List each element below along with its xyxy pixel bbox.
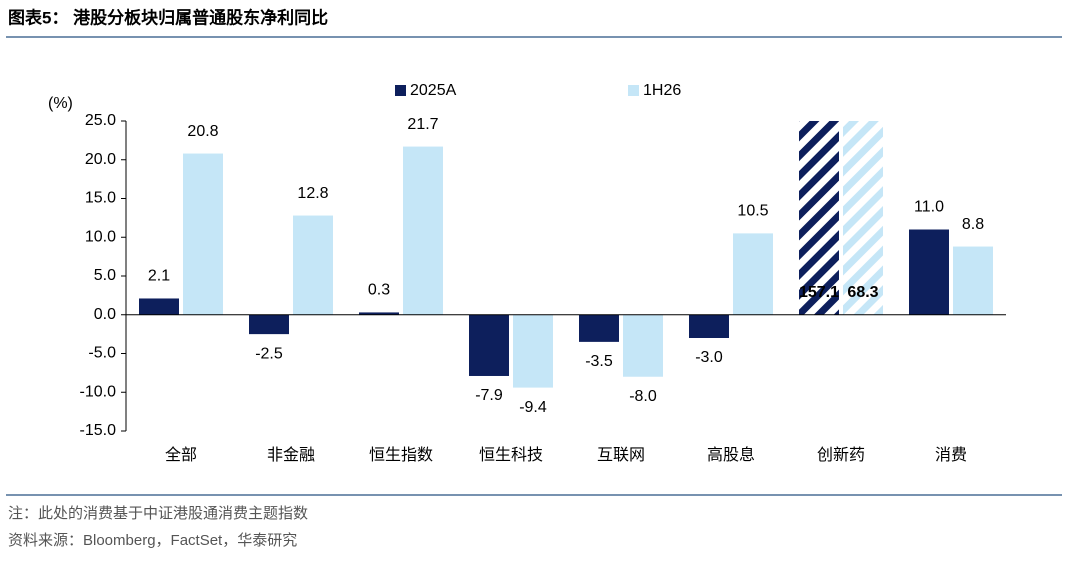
data-label: 11.0 (914, 199, 944, 216)
bar (733, 233, 773, 315)
data-label: -7.9 (475, 387, 503, 404)
bar (469, 314, 509, 376)
y-tick-label: 15.0 (85, 190, 116, 207)
legend-label: 1H26 (643, 82, 681, 99)
chart-title: 图表5： 港股分板块归属普通股东净利同比 (8, 7, 328, 27)
bar (689, 314, 729, 338)
data-label: -8.0 (629, 388, 657, 405)
legend-swatch (628, 85, 639, 96)
y-tick-label: -15.0 (80, 422, 117, 439)
y-tick-label: -5.0 (88, 345, 116, 362)
bar (293, 215, 333, 315)
y-tick-label: 0.0 (94, 306, 116, 323)
y-tick-label: 20.0 (85, 151, 116, 168)
y-tick-label: 10.0 (85, 228, 116, 245)
bar (909, 229, 949, 315)
data-label: 8.8 (962, 216, 984, 233)
x-tick-label: 高股息 (707, 446, 755, 464)
data-label: 20.8 (187, 123, 218, 140)
data-label: -9.4 (519, 399, 547, 416)
x-tick-label: 创新药 (817, 446, 865, 464)
data-label: 157.1 (799, 284, 839, 301)
x-tick-label: 互联网 (597, 446, 645, 464)
source: 资料来源：Bloomberg，FactSet，华泰研究 (8, 532, 297, 549)
y-tick-label: -10.0 (80, 383, 117, 400)
note: 注：此处的消费基于中证港股通消费主题指数 (8, 505, 308, 522)
bar (953, 246, 993, 315)
y-tick-label: 5.0 (94, 267, 116, 284)
x-tick-label: 恒生科技 (479, 446, 543, 464)
legend-label: 2025A (410, 82, 457, 99)
bar (183, 153, 223, 315)
bar (249, 314, 289, 335)
bar (513, 314, 553, 388)
data-label: 0.3 (368, 282, 390, 299)
legend-swatch (395, 85, 406, 96)
plot-area (139, 121, 993, 388)
x-tick-label: 非金融 (267, 446, 315, 464)
y-axis-label: (%) (48, 95, 73, 112)
bar (623, 314, 663, 377)
bar (579, 314, 619, 342)
data-label: 21.7 (407, 116, 438, 133)
data-label: 2.1 (148, 268, 170, 285)
x-tick-label: 恒生指数 (369, 446, 433, 464)
data-label: -3.5 (585, 353, 613, 370)
x-tick-label: 全部 (165, 446, 197, 464)
data-label: -2.5 (255, 345, 283, 362)
bar (359, 312, 399, 315)
x-tick-label: 消费 (935, 446, 967, 464)
data-label: 10.5 (737, 203, 768, 220)
bar (843, 121, 883, 315)
data-label: -3.0 (695, 349, 723, 366)
y-tick-label: 25.0 (85, 112, 116, 129)
bar (799, 121, 839, 315)
data-label: 12.8 (297, 185, 328, 202)
bar (139, 298, 179, 315)
bar (403, 146, 443, 315)
data-label: 68.3 (847, 284, 878, 301)
